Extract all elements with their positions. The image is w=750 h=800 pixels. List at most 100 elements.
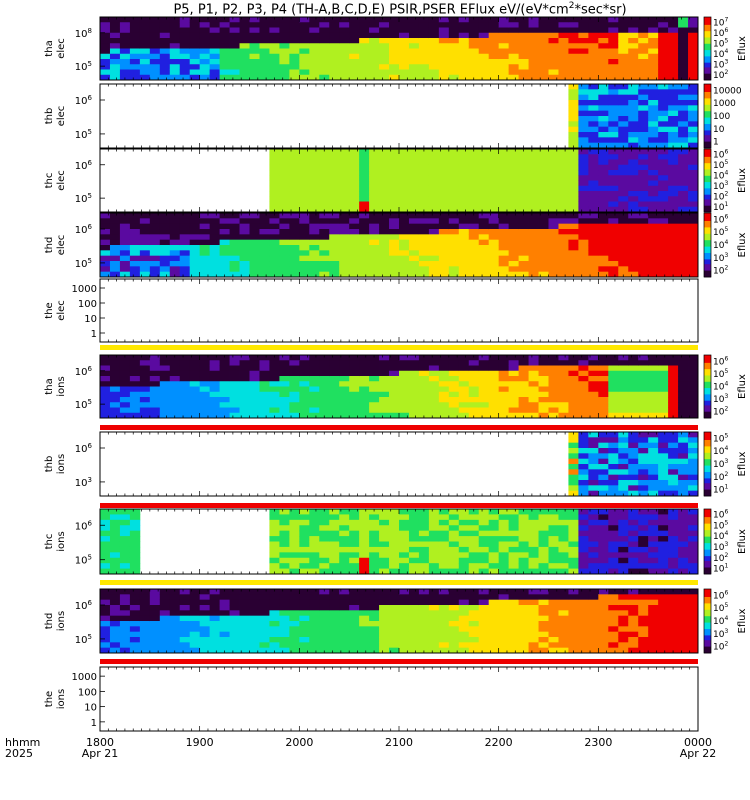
spectrogram-cell bbox=[538, 27, 549, 34]
spectrogram-cell bbox=[688, 164, 699, 171]
spectrogram-cell bbox=[359, 397, 370, 403]
spectrogram-cell bbox=[688, 94, 699, 101]
spectrogram-cell bbox=[558, 376, 569, 382]
spectrogram-cell bbox=[498, 234, 510, 241]
spectrogram-cell bbox=[688, 234, 699, 241]
spectrogram-cell bbox=[428, 391, 440, 398]
spectrogram-cell bbox=[438, 206, 450, 213]
spectrogram-cell bbox=[169, 27, 181, 34]
spectrogram-cell bbox=[219, 213, 230, 219]
spectrogram-cell bbox=[169, 261, 181, 267]
spectrogram-cell bbox=[399, 154, 410, 160]
spectrogram-cell bbox=[638, 474, 649, 481]
spectrogram-cell bbox=[488, 17, 500, 23]
spectrogram-cell bbox=[319, 17, 330, 23]
spectrogram-cell bbox=[578, 154, 589, 160]
spectrogram-cell bbox=[598, 105, 609, 112]
spectrogram-cell bbox=[379, 407, 390, 414]
spectrogram-cell bbox=[259, 271, 270, 278]
spectrogram-cell bbox=[468, 546, 480, 553]
spectrogram-cell bbox=[299, 509, 310, 515]
spectrogram-cell bbox=[269, 552, 280, 559]
spectrogram-cell bbox=[408, 191, 420, 197]
spectrogram-cell bbox=[578, 213, 589, 219]
spectrogram-cell bbox=[279, 525, 290, 532]
y-label-probe: thb bbox=[44, 108, 55, 125]
spectrogram-cell bbox=[638, 485, 649, 492]
colorbar-step bbox=[704, 75, 711, 78]
spectrogram-cell bbox=[119, 245, 131, 251]
spectrogram-cell bbox=[269, 525, 280, 532]
spectrogram-cell bbox=[628, 229, 639, 235]
spectrogram-cell bbox=[369, 196, 380, 202]
spectrogram-cell bbox=[518, 391, 529, 398]
y-axis-label: thc elec bbox=[44, 170, 67, 191]
spectrogram-cell bbox=[598, 391, 609, 398]
spectrogram-cell bbox=[458, 355, 470, 361]
spectrogram-cell bbox=[578, 132, 589, 138]
spectrogram-cell bbox=[299, 74, 310, 81]
spectrogram-cell bbox=[309, 201, 320, 208]
spectrogram-cell bbox=[608, 149, 619, 155]
colorbar-step bbox=[704, 155, 711, 158]
spectrogram-cell bbox=[528, 64, 539, 70]
spectrogram-cell bbox=[678, 266, 689, 273]
spectrogram-cell bbox=[359, 185, 370, 192]
spectrogram-cell bbox=[548, 22, 559, 28]
spectrogram-cell bbox=[678, 196, 689, 202]
spectrogram-cell bbox=[100, 59, 111, 65]
colorbar-tick-label: 105 bbox=[713, 159, 728, 171]
spectrogram-cell bbox=[269, 64, 280, 70]
spectrogram-cell bbox=[209, 53, 220, 60]
spectrogram-cell bbox=[309, 391, 320, 398]
spectrogram-cell bbox=[688, 27, 699, 34]
spectrogram-cell bbox=[219, 218, 230, 225]
spectrogram-cell bbox=[329, 546, 340, 553]
colorbar-step bbox=[704, 233, 711, 236]
spectrogram-cell bbox=[618, 185, 629, 192]
spectrogram-cell bbox=[438, 407, 450, 414]
spectrogram-cell bbox=[359, 546, 370, 553]
spectrogram-cell bbox=[688, 391, 699, 398]
y-tick-label: 105 bbox=[75, 398, 92, 411]
spectrogram-cell bbox=[488, 261, 500, 267]
spectrogram-cell bbox=[319, 381, 330, 387]
spectrogram-cell bbox=[279, 365, 290, 372]
colorbar-step bbox=[704, 120, 711, 123]
y-tick-label: 106 bbox=[75, 223, 93, 236]
spectrogram-cell bbox=[159, 234, 171, 241]
spectrogram-cell bbox=[528, 234, 539, 241]
spectrogram-cell bbox=[538, 376, 549, 382]
spectrogram-cell bbox=[598, 223, 609, 230]
colorbar-step bbox=[704, 397, 711, 400]
colorbar-step bbox=[704, 369, 711, 372]
colorbar-step bbox=[704, 245, 711, 247]
spectrogram-cell bbox=[359, 196, 370, 202]
spectrogram-cell bbox=[668, 170, 679, 176]
spectrogram-cell bbox=[418, 381, 430, 387]
spectrogram-cell bbox=[598, 568, 609, 575]
spectrogram-cell bbox=[458, 154, 470, 160]
spectrogram-cell bbox=[608, 557, 619, 564]
spectrogram-cell bbox=[628, 250, 639, 257]
spectrogram-cell bbox=[199, 250, 211, 257]
spectrogram-cell bbox=[578, 255, 589, 262]
spectrogram-cell bbox=[548, 43, 559, 49]
spectrogram-cell bbox=[468, 245, 480, 251]
spectrogram-cell bbox=[548, 266, 559, 273]
spectrogram-cell bbox=[219, 32, 230, 39]
spectrogram-cell bbox=[159, 255, 171, 262]
colorbar-step bbox=[704, 227, 711, 230]
spectrogram-cell bbox=[349, 514, 360, 521]
spectrogram-cell bbox=[608, 474, 619, 481]
spectrogram-cell bbox=[648, 412, 659, 419]
spectrogram-cell bbox=[119, 360, 131, 366]
spectrogram-cell bbox=[618, 175, 629, 181]
spectrogram-cell bbox=[269, 541, 280, 548]
spectrogram-cell bbox=[538, 229, 549, 235]
spectrogram-cell bbox=[638, 442, 649, 449]
spectrogram-cell bbox=[618, 84, 629, 90]
spectrogram-cell bbox=[648, 563, 659, 569]
spectrogram-cell bbox=[688, 464, 699, 470]
colorbar-step bbox=[704, 135, 711, 138]
